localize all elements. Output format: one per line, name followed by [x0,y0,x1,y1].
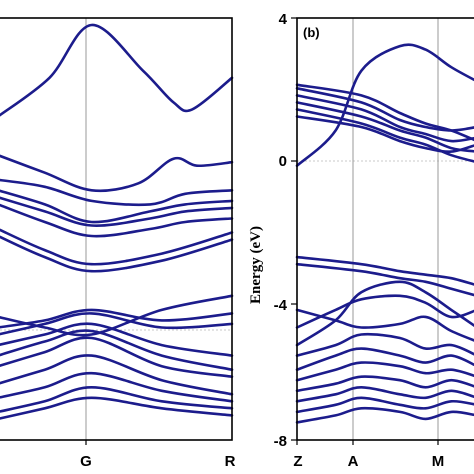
band-b-3 [295,94,474,143]
y-tick-label-4: 4 [279,11,288,28]
band-a-13 [0,329,234,371]
band-a-5 [0,196,234,227]
panel-b: (b) 4 0 -4 -8 Energy (eV) Z A M [248,11,474,470]
panel-label-b: (b) [303,25,320,40]
band-b-18 [295,396,474,414]
x-tick-label-a: A [348,453,359,470]
band-b-1 [295,43,474,167]
band-b-6 [295,115,474,153]
band-a-11 [0,312,234,336]
band-b-5 [295,108,474,163]
band-a-4 [0,189,234,224]
band-a-9 [0,294,234,337]
y-tick-label-minus-4: -4 [274,297,288,314]
y-tick-label-0: 0 [279,153,287,170]
x-tick-label-z: Z [293,453,302,470]
band-a-17 [0,386,234,413]
band-a-15 [0,354,234,396]
band-a-16 [0,371,234,403]
band-b-9 [295,262,474,297]
band-a-14 [0,336,234,378]
bands-group-a [0,23,234,420]
band-b-7 [295,83,474,142]
bands-group-b [295,43,474,424]
band-b-15 [295,361,474,382]
band-b-11 [295,294,474,329]
band-b-13 [295,332,474,357]
x-tick-label-m: M [432,453,445,470]
x-tick-label-r: R [225,453,236,470]
band-b-4 [295,101,474,153]
band-a-6 [0,203,234,238]
band-b-8 [295,255,474,286]
band-b-19 [295,406,474,424]
band-a-1 [0,23,234,117]
band-b-17 [295,386,474,403]
panel-a: G R [0,17,236,470]
band-a-12 [0,322,234,357]
band-a-18 [0,396,234,420]
plot-frame-b [296,17,474,441]
y-axis-label: Energy (eV) [248,226,264,304]
band-a-7 [0,228,234,266]
band-a-8 [0,235,234,273]
plot-frame-a [0,17,233,441]
band-a-3 [0,178,234,207]
band-b-12 [295,308,474,342]
band-b-14 [295,347,474,371]
band-a-2 [0,154,234,193]
x-tick-label-g: G [80,453,92,470]
band-a-10 [0,308,234,329]
y-tick-label-minus-8: -8 [274,433,287,450]
band-b-16 [295,375,474,393]
